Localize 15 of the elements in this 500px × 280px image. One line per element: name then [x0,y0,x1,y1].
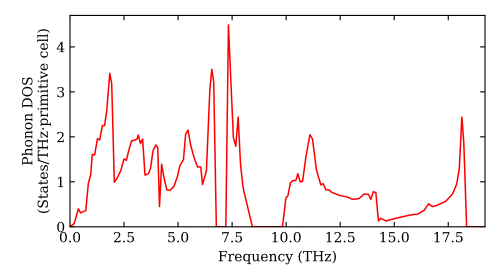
y-tick-label: 1 [58,176,64,188]
x-axis-title: Frequency (THz) [218,250,336,264]
x-tick-label: 7.5 [222,232,242,242]
x-tick-label: 5.0 [168,232,188,242]
x-tick-label: 10.0 [272,232,301,242]
x-tick-label: 0.0 [60,232,80,242]
x-tick-label: 2.5 [114,232,134,242]
y-tick-label: 4 [56,42,64,52]
y-tick-label: 3 [57,86,64,98]
y-tick-label: 2 [57,132,64,142]
y-tick-label: 0 [57,222,64,232]
x-tick-label: 17.5 [434,232,463,242]
y-axis-title: Phonon DOS (States/THz·primitive cell) [22,29,51,213]
x-tick-label: 15.0 [380,232,409,242]
x-tick-label: 12.5 [326,232,355,242]
